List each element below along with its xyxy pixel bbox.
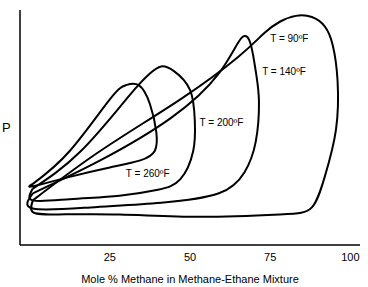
svg-text:P: P (2, 120, 11, 135)
svg-text:T = 140ºF: T = 140ºF (262, 66, 306, 77)
svg-text:T = 90ºF: T = 90ºF (270, 33, 308, 44)
svg-text:T = 200ºF: T = 200ºF (200, 117, 244, 128)
svg-text:25: 25 (104, 251, 116, 263)
svg-text:75: 75 (264, 251, 276, 263)
svg-text:100: 100 (341, 251, 359, 263)
svg-text:T = 260ºF: T = 260ºF (126, 168, 170, 179)
svg-text:50: 50 (184, 251, 196, 263)
svg-text:Mole % Methane in Methane-Etha: Mole % Methane in Methane-Ethane Mixture (81, 273, 299, 285)
